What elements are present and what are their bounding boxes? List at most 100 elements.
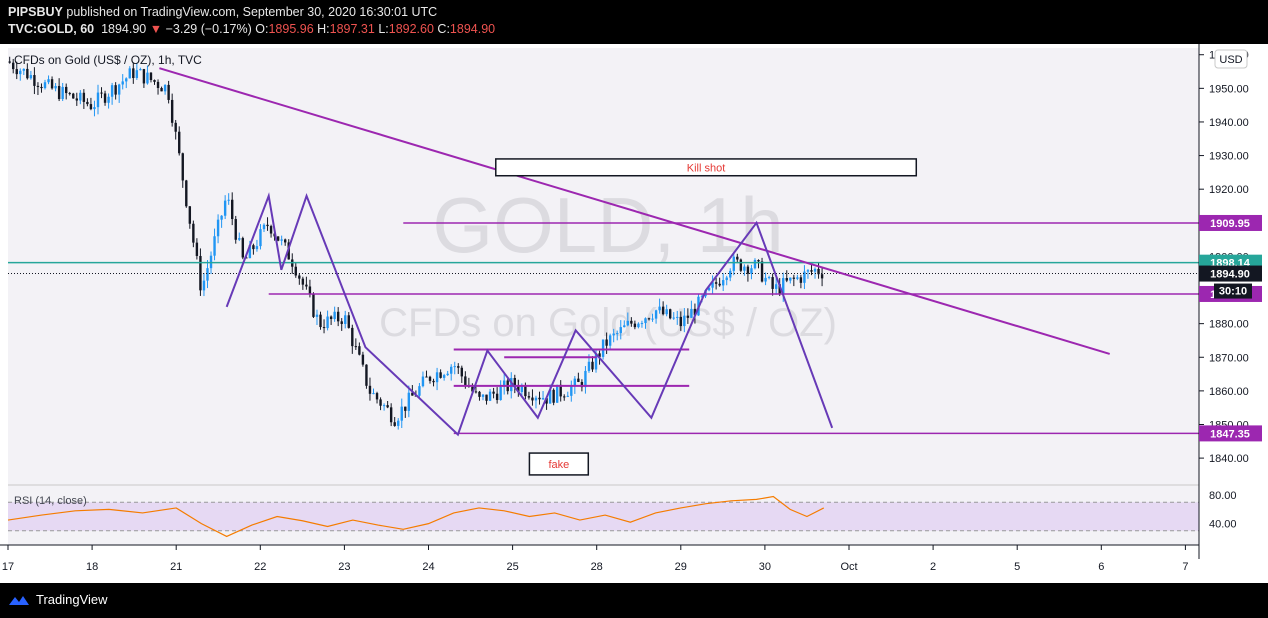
candle-body [79,92,82,101]
symbol-label[interactable]: TVC:GOLD, 60 [8,22,95,36]
current-price-tag [1199,265,1262,282]
candle-body [132,68,135,79]
candle-body [43,82,47,89]
candle-body [517,386,520,392]
publisher-name[interactable]: PIPSBUY [8,5,63,19]
price-axis[interactable]: 1840.001850.001860.001870.001880.001890.… [1198,44,1268,559]
candle-body [683,315,686,327]
candle-body [117,84,121,95]
candle-body [750,268,753,274]
watermark: GOLD, 1h CFDs on Gold (US$ / OZ) [379,181,837,345]
candle-body [361,354,365,365]
candle-body [234,219,237,240]
x-tick-label: 23 [338,561,350,573]
candle-body [407,392,411,411]
time-axis[interactable]: 17 18 21 22 23 24 25 28 29 30 Oct 2 5 6 7 [0,544,1199,573]
candle-body [457,366,460,368]
candle-body [792,277,796,279]
candle-body [107,96,110,103]
price-change: −3.29 (−0.17%) [165,22,252,36]
candle-body [128,68,131,79]
candle-body [178,131,181,154]
candle-body [771,277,774,289]
candle-body [450,366,453,374]
open-value: 1895.96 [268,22,314,36]
candle-body [146,72,149,84]
y-tick-label: 1870.00 [1209,352,1249,364]
last-price: 1894.90 [101,22,147,36]
countdown-tag [1214,283,1252,299]
annotation-box [495,158,918,177]
candle-body [347,315,350,328]
x-tick-label: 21 [170,561,182,573]
candle-body [524,386,527,397]
x-tick-label: 6 [1098,561,1104,573]
candle-body [170,99,174,123]
candle-body [513,378,516,387]
candle-body [714,282,718,284]
candle-body [329,316,333,320]
candle-body [209,255,213,269]
published-text: published on TradingView.com, September … [66,5,438,19]
currency-label[interactable]: USD [1219,54,1242,66]
candle-body [163,84,167,92]
candle-body [259,229,262,247]
candle-body [333,311,336,320]
candle-body [61,86,64,100]
candle-body [68,93,71,95]
candle-body [665,309,668,315]
rsi-line [7,495,825,538]
x-tick-label: 22 [254,561,266,573]
footer: TradingView [0,583,1268,618]
candle-body [86,101,89,105]
tradingview-logo[interactable]: TradingView [8,592,108,607]
candle-body [432,380,435,383]
candle-body [785,278,788,281]
candle-body [619,327,622,334]
candle-body [121,81,124,85]
x-tick-label: 28 [591,561,603,573]
candle-body [322,327,326,329]
x-tick-label: 25 [506,561,518,573]
candle-body [319,314,322,328]
chart-canvas[interactable]: GOLD, 1h CFDs on Gold (US$ / OZ) Kill sh… [0,44,1268,583]
main-pane[interactable] [8,48,1199,488]
candle-body [760,261,764,282]
candle-body [601,339,605,357]
candle-body [651,318,654,320]
level-price-label: 1847.35 [1210,428,1250,440]
rsi-tick-label: 80.00 [1209,490,1237,502]
candle-body [623,325,626,328]
candle-body [142,69,146,84]
currency-button-box[interactable] [1214,49,1248,69]
candle-body [72,93,75,99]
candle-body [605,339,608,346]
candle-body [757,260,760,262]
candle-body [446,373,449,376]
candle-body [495,393,499,401]
candle-body [587,361,591,371]
x-tick-label: 17 [2,561,14,573]
watermark-symbol: GOLD, 1h [432,181,783,269]
candle-body [566,395,569,397]
currency-button[interactable]: USD [1214,49,1248,69]
candle-body [188,206,192,224]
brand-name: TradingView [36,592,108,607]
candle-body [336,311,340,322]
candle-body [404,406,407,411]
candle-body [584,370,587,388]
candle-body [803,271,806,283]
candle-body [262,224,266,230]
candle-body [301,278,305,285]
candle-body [464,376,467,386]
candle-body [693,308,697,316]
candle-body [676,316,679,318]
candle-body [810,270,813,272]
level-price-tag [1199,425,1262,442]
candle-body [245,257,248,259]
candle-body [753,260,757,269]
candle-body [817,268,820,275]
candle-body [711,282,714,288]
drawings: Kill shot fake [8,67,1199,476]
candle-body [220,215,223,220]
